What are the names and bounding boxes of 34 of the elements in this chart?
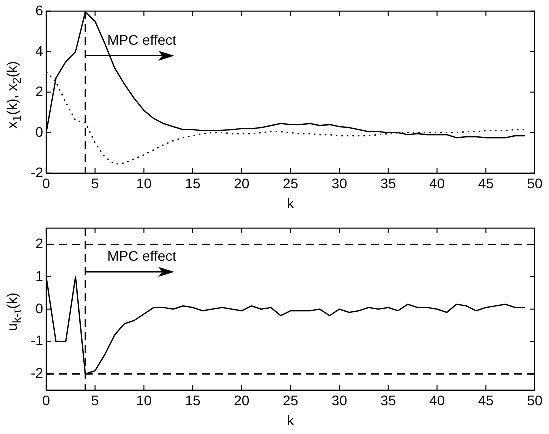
annotation: MPC effect bbox=[108, 32, 177, 48]
x-tick-label: 30 bbox=[332, 392, 348, 409]
y-tick-label: 2 bbox=[36, 235, 44, 252]
y-tick-label: -1 bbox=[30, 332, 44, 349]
x-tick-label: 10 bbox=[136, 176, 152, 192]
x-tick-label: 50 bbox=[527, 392, 543, 409]
x-tick-label: 15 bbox=[185, 176, 202, 192]
annotation: MPC effect bbox=[108, 248, 177, 264]
y-tick-label: 0 bbox=[36, 124, 44, 140]
y-tick-label: -2 bbox=[30, 164, 44, 180]
y-tick-label: 0 bbox=[36, 300, 44, 316]
x-axis-title: k bbox=[287, 195, 296, 212]
x-tick-label: 15 bbox=[185, 392, 202, 409]
x-tick-label: 50 bbox=[527, 176, 543, 192]
x-tick-label: 20 bbox=[234, 392, 250, 409]
x-tick-label: 5 bbox=[91, 392, 100, 409]
y-tick-label: 4 bbox=[36, 42, 44, 59]
x-tick-label: 25 bbox=[282, 392, 299, 409]
x-tick-label: 35 bbox=[380, 176, 396, 192]
x-tick-label: 40 bbox=[430, 176, 446, 192]
x-tick-label: 5 bbox=[91, 176, 100, 192]
x-tick-label: 45 bbox=[478, 392, 494, 409]
x-tick-label: 25 bbox=[282, 176, 299, 192]
x-axis-title: k bbox=[287, 412, 296, 428]
y-tick-label: -2 bbox=[30, 365, 44, 382]
x-tick-label: 45 bbox=[478, 176, 494, 192]
x-tick-label: 30 bbox=[332, 176, 348, 192]
x-tick-label: 35 bbox=[380, 392, 396, 409]
y-tick-label: 6 bbox=[36, 2, 44, 18]
y-tick-label: 2 bbox=[36, 83, 44, 100]
y-tick-label: 1 bbox=[36, 268, 44, 284]
x-tick-label: 10 bbox=[136, 392, 152, 409]
x-tick-label: 40 bbox=[430, 392, 446, 409]
x-tick-label: 20 bbox=[234, 176, 250, 192]
